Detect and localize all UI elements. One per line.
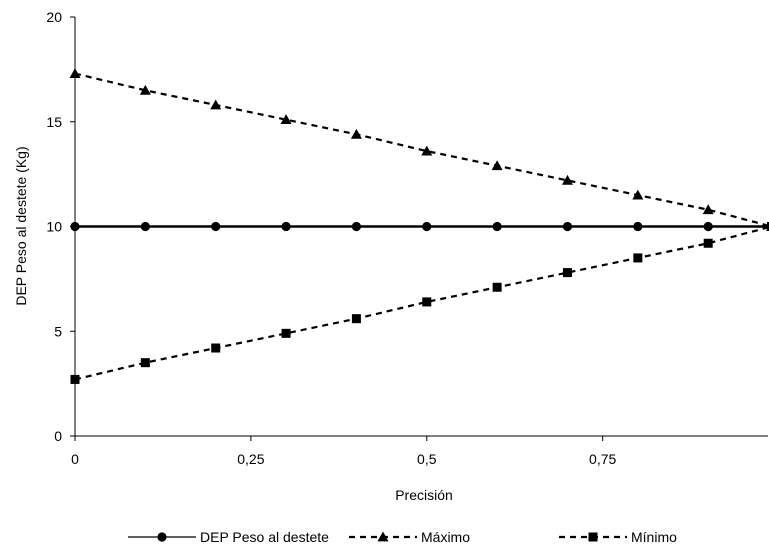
y-tick-label: 20 — [46, 9, 62, 25]
y-tick-label: 5 — [54, 323, 62, 339]
data-point — [211, 221, 221, 232]
series-circle — [70, 221, 769, 232]
y-tick-label: 0 — [54, 428, 62, 444]
legend-marker — [157, 532, 167, 542]
data-point — [280, 114, 292, 125]
series-layer — [69, 68, 769, 384]
data-point — [211, 343, 221, 353]
legend-label: Máximo — [421, 529, 470, 545]
x-tick-label: 0 — [71, 451, 79, 467]
data-point — [281, 221, 291, 232]
data-point — [702, 204, 714, 215]
legend-item: Máximo — [349, 529, 470, 545]
data-point — [351, 314, 361, 324]
x-tick-label: 0,25 — [237, 451, 264, 467]
data-point — [421, 145, 433, 156]
data-point — [492, 221, 502, 232]
legend-marker — [377, 531, 389, 542]
series-triangle — [69, 68, 769, 231]
y-tick-labels: 0 5 10 15 20 — [46, 9, 62, 444]
legend-marker — [588, 532, 598, 542]
legend: DEP Peso al destete Máximo Mínimo — [128, 529, 677, 545]
y-tick-label: 10 — [46, 219, 62, 235]
legend-item: Mínimo — [559, 529, 677, 545]
data-point — [492, 282, 502, 292]
data-point — [633, 221, 643, 232]
data-point — [491, 160, 503, 171]
data-point — [562, 221, 573, 232]
data-point — [139, 84, 151, 95]
data-point — [70, 221, 80, 232]
data-point — [69, 68, 81, 78]
data-point — [767, 222, 769, 231]
x-tick-label: 0,75 — [589, 451, 616, 467]
data-point — [703, 221, 713, 232]
data-point — [422, 221, 432, 232]
series-line — [74, 72, 769, 227]
legend-label: Mínimo — [631, 529, 677, 545]
data-point — [633, 253, 643, 263]
legend-label: DEP Peso al destete — [200, 529, 329, 545]
data-point — [562, 268, 572, 278]
series-line — [74, 226, 769, 381]
y-axis-label: DEP Peso al destete (Kg) — [13, 146, 29, 305]
data-point — [350, 128, 362, 139]
data-point — [703, 238, 713, 248]
data-point — [351, 221, 362, 232]
data-point — [210, 99, 222, 110]
data-point — [140, 221, 150, 232]
x-tick-label: 0,5 — [417, 451, 437, 467]
data-point — [281, 328, 291, 338]
x-axis-label: Precisión — [395, 487, 453, 503]
axes — [70, 16, 768, 441]
data-point — [140, 358, 150, 368]
data-point — [422, 297, 432, 307]
data-point — [561, 174, 573, 185]
x-tick-labels: 0 0,25 0,5 0,75 — [71, 451, 616, 467]
legend-item: DEP Peso al destete — [128, 529, 329, 545]
data-point — [70, 374, 80, 384]
y-tick-label: 15 — [46, 114, 62, 130]
data-point — [632, 189, 644, 200]
series-square — [70, 222, 769, 384]
